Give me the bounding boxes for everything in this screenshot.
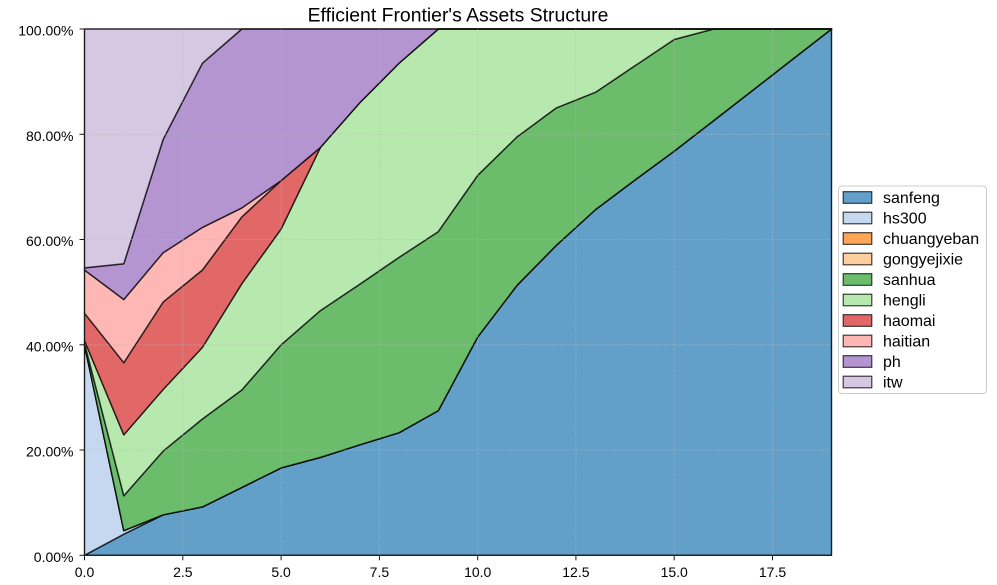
svg-text:60.00%: 60.00% bbox=[26, 233, 73, 249]
svg-text:15.0: 15.0 bbox=[661, 564, 688, 580]
svg-text:sanfeng: sanfeng bbox=[883, 190, 940, 207]
svg-text:sanhua: sanhua bbox=[883, 272, 936, 289]
svg-text:7.5: 7.5 bbox=[370, 564, 390, 580]
svg-text:ph: ph bbox=[883, 354, 901, 371]
svg-text:17.5: 17.5 bbox=[759, 564, 786, 580]
svg-text:itw: itw bbox=[883, 375, 903, 392]
svg-text:chuangyeban: chuangyeban bbox=[883, 231, 979, 248]
svg-text:12.5: 12.5 bbox=[562, 564, 589, 580]
svg-text:20.00%: 20.00% bbox=[26, 444, 73, 460]
svg-text:100.00%: 100.00% bbox=[18, 23, 73, 39]
svg-text:0.00%: 0.00% bbox=[34, 549, 74, 565]
svg-text:haomai: haomai bbox=[883, 313, 935, 330]
svg-text:hengli: hengli bbox=[883, 293, 926, 310]
svg-text:gongyejixie: gongyejixie bbox=[883, 252, 963, 269]
svg-text:80.00%: 80.00% bbox=[26, 128, 73, 144]
svg-text:5.0: 5.0 bbox=[271, 564, 291, 580]
svg-text:0.0: 0.0 bbox=[75, 564, 95, 580]
svg-text:2.5: 2.5 bbox=[173, 564, 193, 580]
svg-text:10.0: 10.0 bbox=[464, 564, 491, 580]
svg-text:Efficient Frontier's Assets St: Efficient Frontier's Assets Structure bbox=[308, 5, 609, 27]
svg-text:hs300: hs300 bbox=[883, 211, 927, 228]
svg-text:haitian: haitian bbox=[883, 334, 930, 351]
svg-text:40.00%: 40.00% bbox=[26, 338, 73, 354]
